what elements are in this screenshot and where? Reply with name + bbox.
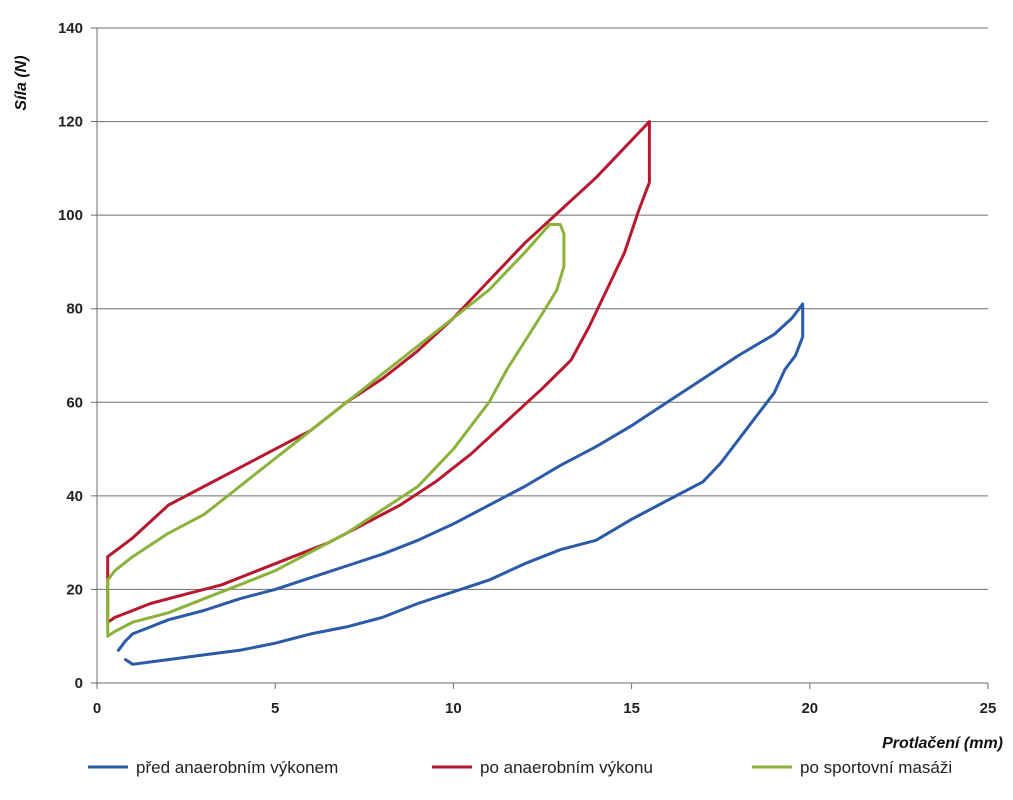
axes (96, 28, 988, 684)
y-tick-label: 40 (66, 488, 83, 505)
y-tick-label: 20 (66, 581, 83, 598)
legend: před anaerobním výkonem po anaerobním výk… (88, 758, 952, 777)
x-axis-title: Protlačení (mm) (882, 735, 1003, 752)
y-tick-label: 120 (58, 114, 83, 131)
series-line-2 (106, 223, 566, 638)
y-tick-label: 60 (66, 394, 83, 411)
series-line-1 (106, 120, 651, 624)
series-line-0 (116, 302, 805, 666)
y-tick-label: 80 (66, 301, 83, 318)
x-tick-label: 5 (271, 700, 279, 717)
legend-label-1: po anaerobním výkonu (480, 758, 653, 777)
x-tick-label: 10 (445, 700, 462, 717)
series-lines (106, 120, 805, 666)
y-tick-label: 140 (58, 20, 83, 37)
x-tick-label: 25 (980, 700, 997, 717)
y-tick-labels: 0 20 40 60 80 100 120 140 (58, 20, 83, 692)
x-tick-label: 20 (801, 700, 818, 717)
x-tick-labels: 0 5 10 15 20 25 (91, 27, 997, 717)
legend-label-2: po sportovní masáži (800, 758, 952, 777)
y-tick-label: 100 (58, 207, 83, 224)
legend-label-0: před anaerobním výkonem (136, 758, 338, 777)
y-axis-title: Síla (N) (13, 55, 30, 110)
x-tick-label: 15 (623, 700, 640, 717)
y-tick-label: 0 (75, 675, 83, 692)
gridlines (97, 27, 988, 590)
x-tick-label: 0 (93, 700, 101, 717)
